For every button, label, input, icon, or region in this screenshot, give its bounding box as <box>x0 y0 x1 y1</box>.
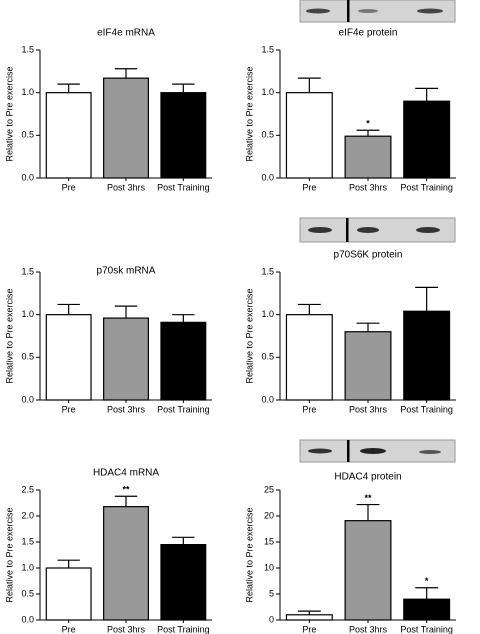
y-tick-label: 1.5 <box>261 44 274 54</box>
western-blot <box>299 217 456 243</box>
x-tick-label: Post 3hrs <box>107 182 146 192</box>
x-tick-label: Post Training <box>400 404 453 414</box>
bar <box>160 92 207 179</box>
y-tick-label: 0.5 <box>21 588 34 598</box>
chart-title: p70S6K protein <box>334 250 403 261</box>
chart-title: HDAC4 protein <box>334 472 401 483</box>
bar <box>45 314 92 401</box>
x-tick-label: Post 3hrs <box>107 404 146 414</box>
y-tick-label: 1.0 <box>21 87 34 97</box>
y-tick-label: 1.5 <box>21 266 34 276</box>
y-tick-label: 0.0 <box>261 172 274 182</box>
bar <box>45 92 92 179</box>
y-tick-label: 1.0 <box>21 562 34 572</box>
x-tick-label: Pre <box>302 182 316 192</box>
y-tick-label: 5 <box>269 588 274 598</box>
bar <box>403 598 451 621</box>
bar <box>344 331 392 401</box>
y-tick-label: 1.0 <box>21 309 34 319</box>
significance-label: * <box>425 576 429 586</box>
y-axis-label: Relative to Pre exercise <box>4 288 14 383</box>
significance-label: ** <box>364 493 372 503</box>
y-tick-label: 0.0 <box>21 394 34 404</box>
x-tick-label: Post 3hrs <box>349 182 388 192</box>
y-axis-label: Relative to Pre exercise <box>244 507 254 602</box>
y-tick-label: 20 <box>264 510 274 520</box>
y-tick-label: 0.0 <box>21 614 34 624</box>
chart-title: p70sk mRNA <box>97 266 156 277</box>
y-tick-label: 1.5 <box>21 44 34 54</box>
y-tick-label: 15 <box>264 536 274 546</box>
bar <box>403 310 451 401</box>
y-tick-label: 2.0 <box>21 510 34 520</box>
y-tick-label: 0.5 <box>261 352 274 362</box>
x-tick-label: Post Training <box>400 182 453 192</box>
y-tick-label: 1.0 <box>261 309 274 319</box>
y-tick-label: 0 <box>269 614 274 624</box>
y-axis-label: Relative to Pre exercise <box>244 66 254 161</box>
bar <box>285 614 333 621</box>
x-tick-label: Pre <box>62 624 76 634</box>
x-tick-label: Pre <box>62 404 76 414</box>
bar <box>103 77 149 179</box>
chart-title: eIF4e protein <box>339 28 398 39</box>
x-tick-label: Post 3hrs <box>349 624 388 634</box>
bar <box>403 100 451 179</box>
western-blot <box>299 0 456 23</box>
x-tick-label: Pre <box>302 404 316 414</box>
y-axis-label: Relative to Pre exercise <box>4 66 14 161</box>
bar <box>344 135 392 179</box>
bar <box>160 321 207 401</box>
significance-label: * <box>366 119 370 129</box>
y-tick-label: 0.5 <box>21 352 34 362</box>
chart-title: eIF4e mRNA <box>97 28 155 39</box>
x-tick-label: Pre <box>302 624 316 634</box>
y-tick-label: 0.5 <box>261 130 274 140</box>
bar <box>103 506 149 621</box>
x-tick-label: Post Training <box>157 404 210 414</box>
x-tick-label: Post Training <box>157 182 210 192</box>
significance-label: ** <box>122 485 130 495</box>
bar <box>160 543 207 621</box>
y-tick-label: 2.5 <box>21 484 34 494</box>
chart-title: HDAC4 mRNA <box>93 468 159 479</box>
bar <box>285 92 333 179</box>
x-tick-label: Pre <box>62 182 76 192</box>
bar <box>103 317 149 401</box>
y-tick-label: 0.0 <box>21 172 34 182</box>
y-tick-label: 0.5 <box>21 130 34 140</box>
bar <box>344 520 392 621</box>
y-tick-label: 25 <box>264 484 274 494</box>
x-tick-label: Post 3hrs <box>349 404 388 414</box>
y-axis-label: Relative to Pre exercise <box>244 288 254 383</box>
y-tick-label: 0.0 <box>261 394 274 404</box>
western-blot <box>299 439 456 463</box>
y-axis-label: Relative to Pre exercise <box>4 507 14 602</box>
y-tick-label: 1.0 <box>261 87 274 97</box>
y-tick-label: 1.5 <box>261 266 274 276</box>
y-tick-label: 1.5 <box>21 536 34 546</box>
bar <box>285 314 333 401</box>
x-tick-label: Post Training <box>400 624 453 634</box>
y-tick-label: 10 <box>264 562 274 572</box>
x-tick-label: Post 3hrs <box>107 624 146 634</box>
bar <box>45 567 92 621</box>
x-tick-label: Post Training <box>157 624 210 634</box>
